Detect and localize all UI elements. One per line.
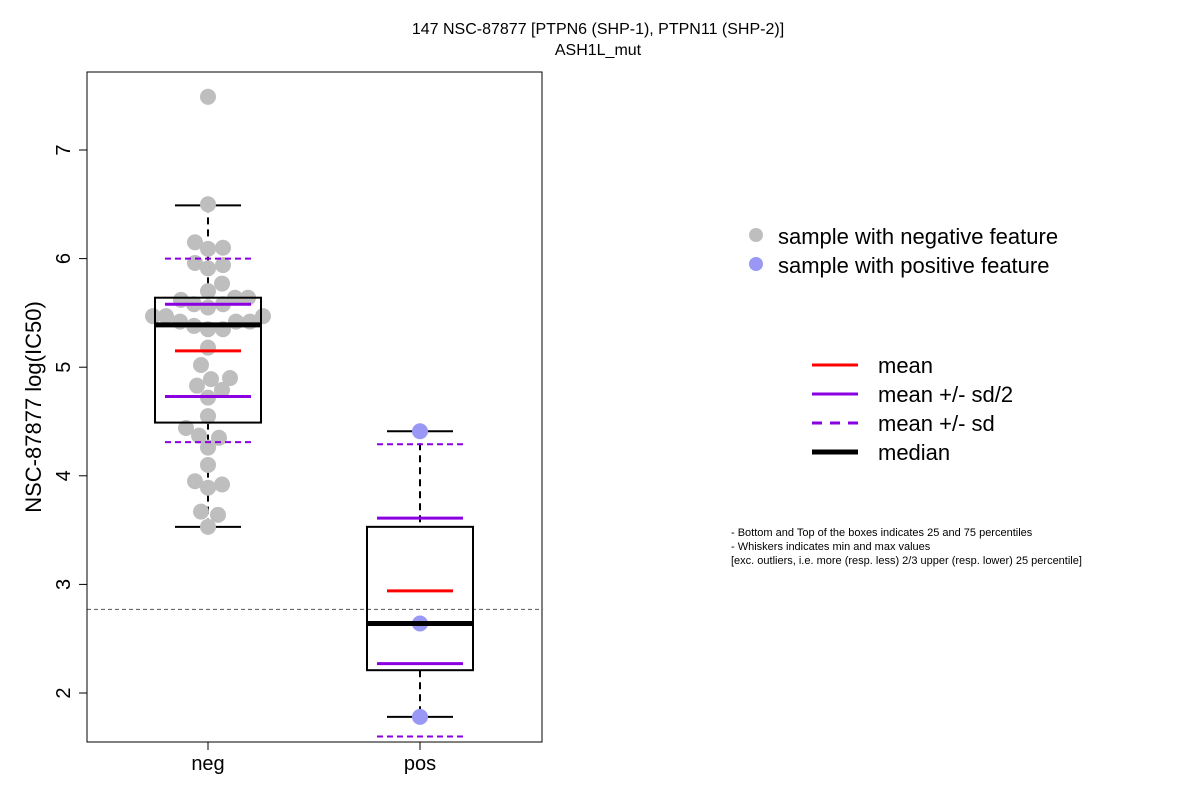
group-neg-point	[214, 382, 230, 399]
group-neg-point	[200, 88, 216, 105]
group-neg-point	[187, 473, 203, 490]
note-line: [exc. outliers, i.e. more (resp. less) 2…	[731, 555, 1082, 567]
y-tick-label: 3	[53, 579, 75, 590]
group-neg-point	[214, 476, 230, 493]
group-neg-point	[200, 339, 216, 356]
group-neg-point	[203, 371, 219, 388]
group-neg-point	[200, 260, 216, 277]
group-neg-point	[200, 456, 216, 473]
group-neg-point	[215, 257, 231, 274]
y-tick-label: 4	[53, 470, 75, 481]
group-pos-point	[412, 708, 428, 725]
group-neg-point	[200, 518, 216, 535]
chart-title: 147 NSC-87877 [PTPN6 (SHP-1), PTPN11 (SH…	[412, 21, 784, 38]
legend-point-label: sample with negative feature	[778, 224, 1058, 249]
group-neg-box	[154, 296, 262, 424]
group-neg-point	[200, 408, 216, 425]
group-neg-point	[189, 377, 205, 394]
y-tick-label: 6	[53, 253, 75, 264]
group-neg-point	[255, 308, 271, 325]
group-neg-point	[178, 420, 194, 437]
y-axis-label: NSC-87877 log(IC50)	[21, 301, 46, 513]
y-tick-label: 7	[53, 144, 75, 155]
x-tick-label: neg	[191, 753, 224, 775]
group-pos-box	[366, 525, 474, 672]
group-neg-point	[200, 240, 216, 257]
legend-point-swatch	[749, 257, 763, 271]
group-neg-point	[158, 308, 174, 325]
group-neg-point	[191, 427, 207, 444]
legend-line-label: median	[878, 440, 950, 465]
group-neg-point	[222, 370, 238, 387]
legend-line-label: mean +/- sd/2	[878, 382, 1013, 407]
group-pos-point	[412, 423, 428, 440]
group-neg-point	[214, 275, 230, 292]
notes: - Bottom and Top of the boxes indicates …	[731, 527, 1082, 567]
legend-point-swatch	[749, 228, 763, 242]
x-tick-label: pos	[404, 753, 436, 775]
group-neg-point	[193, 357, 209, 374]
group-neg-point	[200, 283, 216, 300]
legend-line-label: mean +/- sd	[878, 411, 995, 436]
legend-point-label: sample with positive feature	[778, 253, 1049, 278]
group-neg-point	[200, 439, 216, 456]
group-neg-point	[145, 308, 161, 325]
group-neg-point	[210, 506, 226, 523]
chart-subtitle: ASH1L_mut	[555, 42, 642, 59]
group-neg-point	[200, 196, 216, 213]
y-tick-label: 2	[53, 687, 75, 698]
group-neg-point	[187, 234, 203, 251]
plot-area	[87, 88, 542, 738]
y-axis: 2 3 4 5 6 7	[53, 144, 87, 699]
note-line: - Whiskers indicates min and max values	[731, 541, 931, 553]
group-neg-point	[200, 479, 216, 496]
group-neg-point	[215, 239, 231, 256]
group-neg-point	[193, 503, 209, 520]
legend-line-label: mean	[878, 353, 933, 378]
legend: sample with negative feature sample with …	[749, 224, 1058, 465]
x-axis: neg pos	[191, 742, 436, 775]
group-neg-point	[200, 299, 216, 316]
note-line: - Bottom and Top of the boxes indicates …	[731, 527, 1033, 539]
y-tick-label: 5	[53, 362, 75, 373]
plot-frame	[86, 71, 543, 743]
